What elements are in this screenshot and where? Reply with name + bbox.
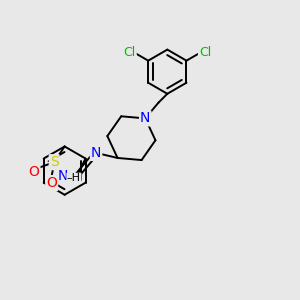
Text: O: O <box>46 176 57 190</box>
Text: S: S <box>50 155 58 169</box>
Text: N: N <box>91 146 101 160</box>
Text: O: O <box>28 165 40 179</box>
Text: –H: –H <box>67 173 81 183</box>
Text: N: N <box>58 169 68 183</box>
Text: Cl: Cl <box>199 46 211 59</box>
Text: N: N <box>140 111 150 125</box>
Text: Cl: Cl <box>124 46 136 59</box>
